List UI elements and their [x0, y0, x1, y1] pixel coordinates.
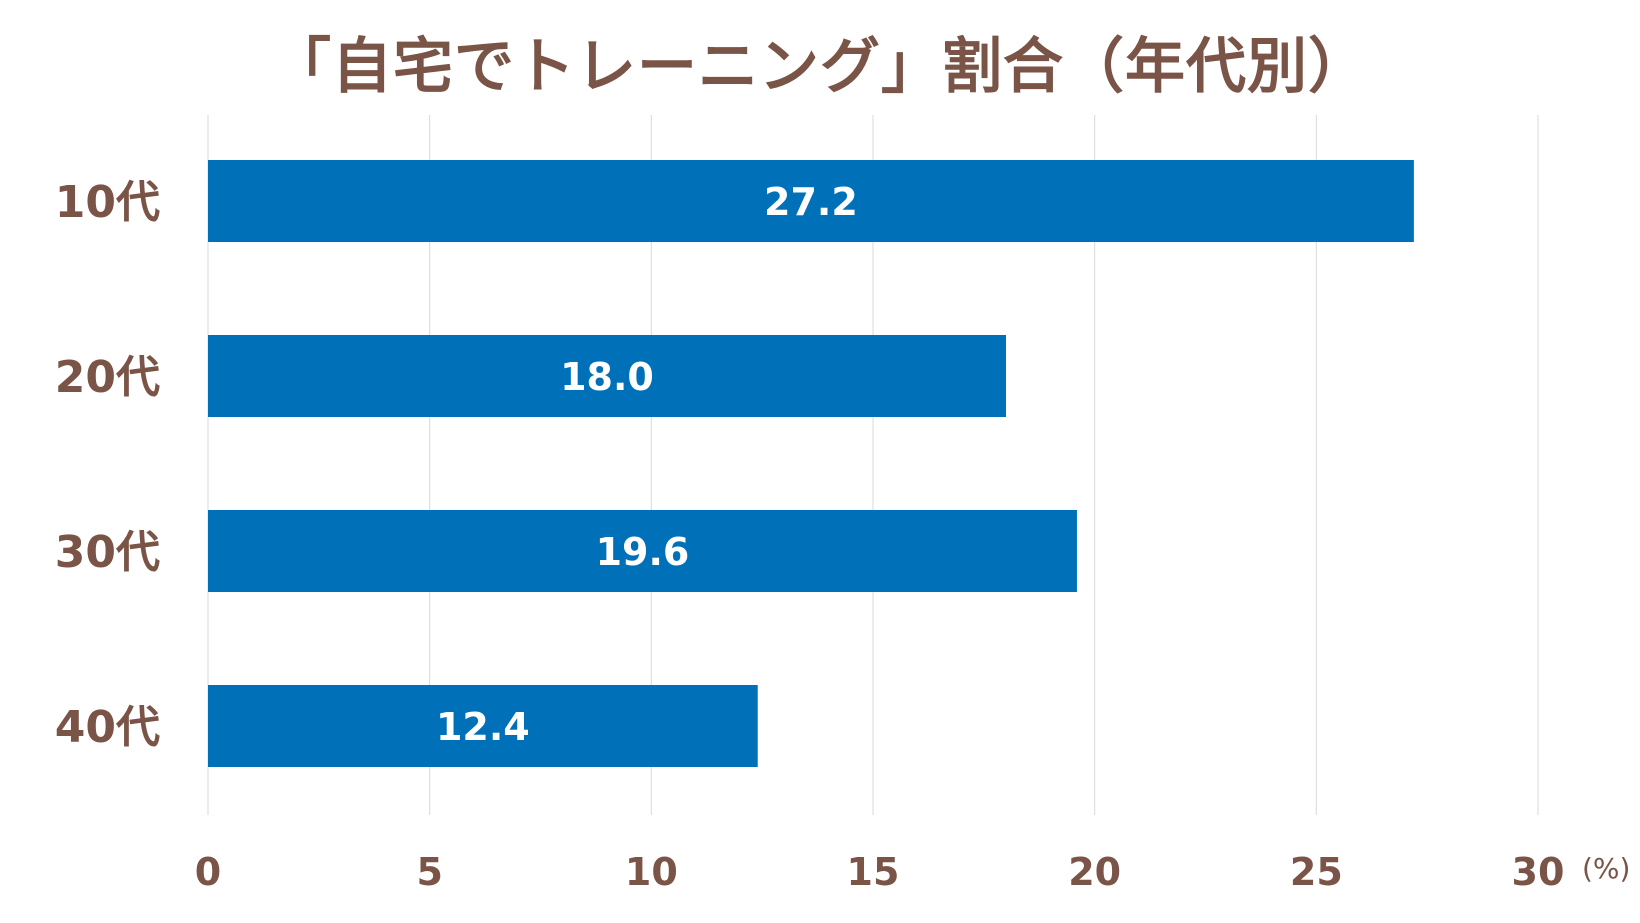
x-tick-label: 10: [625, 850, 678, 894]
x-axis-unit-label: (%): [1582, 852, 1630, 885]
category-label: 20代: [55, 352, 160, 403]
bar-data-label: 18.0: [560, 355, 654, 399]
x-tick-label: 20: [1068, 850, 1121, 894]
bar: [208, 685, 758, 767]
x-tick-label: 15: [847, 850, 900, 894]
x-axis-ticks: 0 5 10 15 20 25 30: [195, 850, 1565, 894]
bar-data-label: 27.2: [764, 180, 858, 224]
bar-data-label: 12.4: [436, 705, 530, 749]
bars: 27.2 18.0 19.6 12.4: [208, 160, 1414, 767]
bar: [208, 510, 1077, 592]
bar: [208, 160, 1414, 242]
bar-data-label: 19.6: [596, 530, 690, 574]
x-tick-label: 5: [416, 850, 442, 894]
x-tick-label: 25: [1290, 850, 1343, 894]
x-tick-label: 30: [1512, 850, 1565, 894]
category-label: 40代: [55, 702, 160, 753]
chart-title: 「自宅でトレーニング」割合（年代別）: [271, 32, 1369, 102]
x-tick-label: 0: [195, 850, 221, 894]
category-labels: 10代 20代 30代 40代: [55, 177, 160, 753]
category-label: 30代: [55, 527, 160, 578]
bar: [208, 335, 1006, 417]
category-label: 10代: [55, 177, 160, 228]
